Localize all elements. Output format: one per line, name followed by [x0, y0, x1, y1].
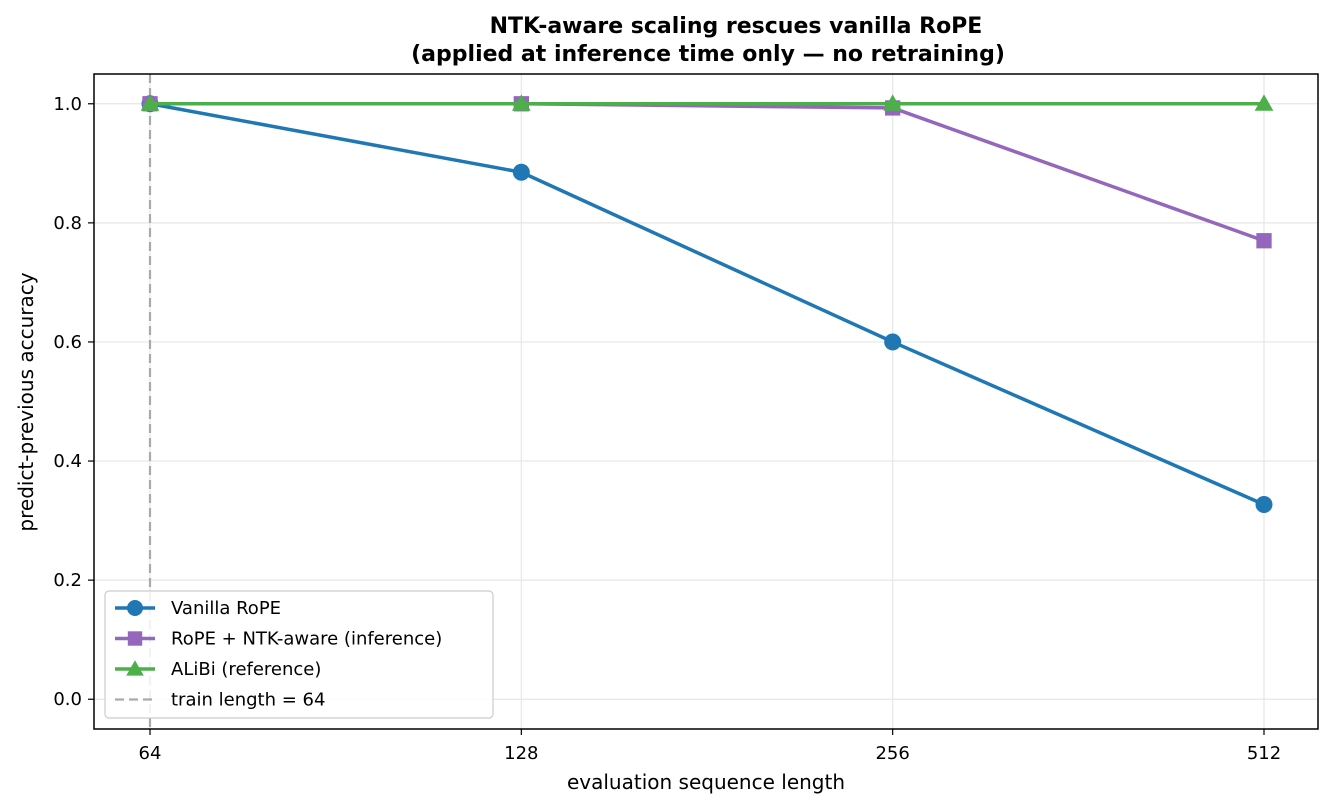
- y-tick-label: 0.0: [53, 689, 82, 710]
- data-point: [884, 333, 902, 351]
- plot-frame: [93, 73, 1319, 730]
- y-tick-label: 0.2: [53, 570, 82, 591]
- x-axis: 64 128 256 512: [139, 729, 1281, 764]
- x-tick-label: 128: [504, 743, 538, 764]
- legend-entry: ALiBi (reference): [115, 659, 321, 680]
- data-point: [511, 94, 531, 111]
- data-point: [883, 94, 903, 111]
- legend-label: train length = 64: [171, 690, 325, 711]
- data-point: [1254, 94, 1274, 111]
- y-tick-label: 1.0: [53, 94, 82, 115]
- data-point: [512, 163, 530, 181]
- y-tick-label: 0.8: [53, 213, 82, 234]
- legend-marker: [126, 660, 144, 676]
- y-tick-label: 0.4: [53, 451, 82, 472]
- chart-title: NTK-aware scaling rescues vanilla RoPE: [490, 14, 983, 39]
- data-point: [140, 94, 160, 111]
- x-tick-label: 256: [875, 743, 909, 764]
- series-2: [140, 94, 1274, 111]
- legend-entry: train length = 64: [115, 690, 325, 711]
- data-point: [1255, 496, 1273, 514]
- legend: Vanilla RoPE RoPE + NTK-aware (inference)…: [104, 590, 494, 719]
- y-tick-label: 0.6: [53, 332, 82, 353]
- legend-marker: [127, 600, 143, 616]
- series-group: [140, 94, 1274, 514]
- legend-entry: RoPE + NTK-aware (inference): [115, 629, 442, 650]
- legend-marker: [127, 631, 143, 646]
- data-point: [1256, 233, 1272, 249]
- series-line: [149, 102, 1265, 507]
- legend-label: Vanilla RoPE: [171, 598, 281, 619]
- legend-box: [104, 590, 494, 719]
- y-axis: 0.0 0.2 0.4 0.6 0.8 1.0: [53, 94, 94, 710]
- legend-label: ALiBi (reference): [171, 659, 321, 680]
- x-tick-label: 64: [139, 743, 162, 764]
- x-tick-label: 512: [1247, 743, 1281, 764]
- y-axis-label: predict-previous accuracy: [14, 272, 38, 531]
- legend-label: RoPE + NTK-aware (inference): [171, 629, 442, 650]
- x-axis-label: evaluation sequence length: [567, 770, 845, 794]
- chart-subtitle: (applied at inference time only — no ret…: [411, 42, 1005, 67]
- legend-entry: Vanilla RoPE: [115, 598, 281, 619]
